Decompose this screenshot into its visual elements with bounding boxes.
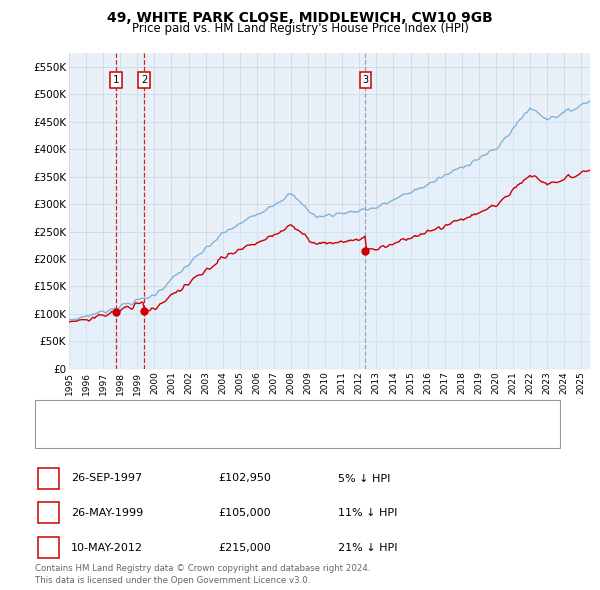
Text: 1: 1	[45, 474, 52, 483]
Text: £105,000: £105,000	[218, 508, 271, 517]
Text: 49, WHITE PARK CLOSE, MIDDLEWICH, CW10 9GB (detached house): 49, WHITE PARK CLOSE, MIDDLEWICH, CW10 9…	[74, 408, 427, 418]
Text: 11% ↓ HPI: 11% ↓ HPI	[338, 508, 397, 517]
Text: 2: 2	[45, 508, 52, 517]
Text: 5% ↓ HPI: 5% ↓ HPI	[338, 474, 390, 483]
Text: 49, WHITE PARK CLOSE, MIDDLEWICH, CW10 9GB: 49, WHITE PARK CLOSE, MIDDLEWICH, CW10 9…	[107, 11, 493, 25]
Text: 2: 2	[141, 75, 147, 85]
Text: £215,000: £215,000	[218, 543, 271, 552]
Text: Contains HM Land Registry data © Crown copyright and database right 2024.
This d: Contains HM Land Registry data © Crown c…	[35, 565, 370, 585]
Text: 26-SEP-1997: 26-SEP-1997	[71, 474, 142, 483]
Text: ——: ——	[44, 428, 68, 441]
Text: ——: ——	[44, 407, 68, 420]
Text: Price paid vs. HM Land Registry's House Price Index (HPI): Price paid vs. HM Land Registry's House …	[131, 22, 469, 35]
Text: HPI: Average price, detached house, Cheshire East: HPI: Average price, detached house, Ches…	[74, 430, 338, 440]
Text: £102,950: £102,950	[218, 474, 271, 483]
Text: 21% ↓ HPI: 21% ↓ HPI	[338, 543, 397, 552]
Text: 10-MAY-2012: 10-MAY-2012	[71, 543, 143, 552]
Text: 3: 3	[45, 543, 52, 552]
Text: 3: 3	[362, 75, 368, 85]
Text: 1: 1	[113, 75, 119, 85]
Text: 26-MAY-1999: 26-MAY-1999	[71, 508, 143, 517]
